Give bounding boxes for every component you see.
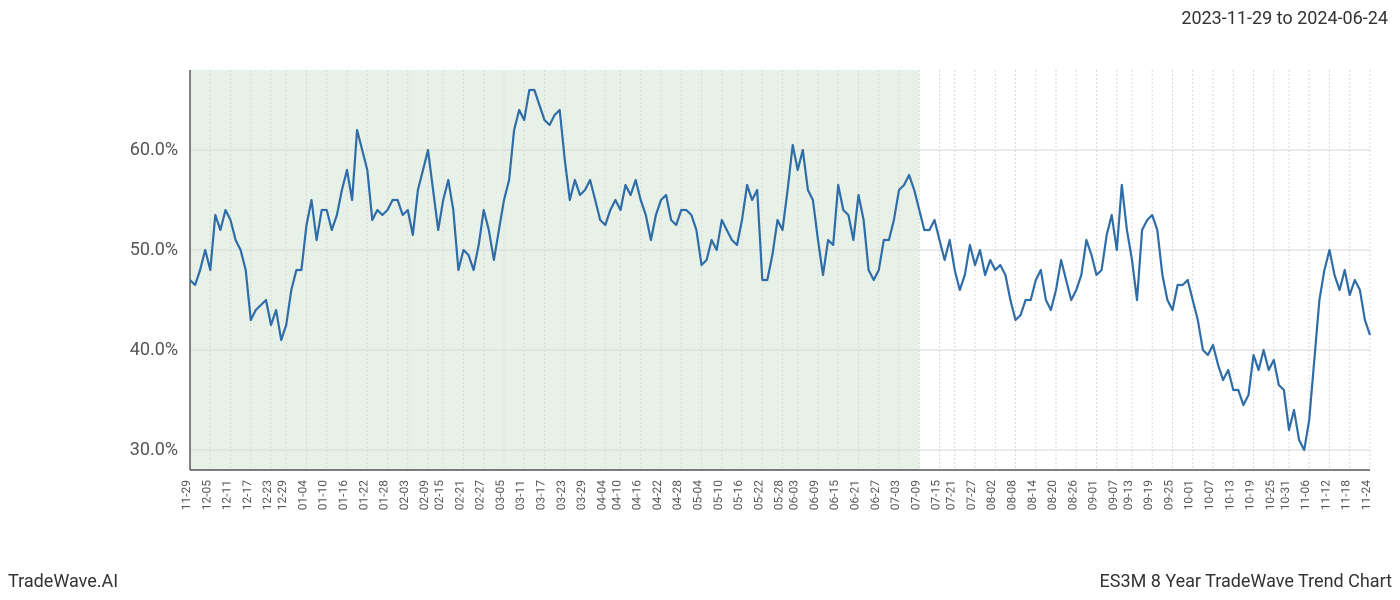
x-tick-label: 01-22 xyxy=(356,480,370,511)
x-tick-label: 11-29 xyxy=(179,480,193,510)
date-range-label: 2023-11-29 to 2024-06-24 xyxy=(1181,8,1388,29)
x-tick-label: 03-23 xyxy=(554,480,568,510)
x-tick-label: 07-03 xyxy=(888,480,902,510)
x-tick-label: 07-21 xyxy=(944,480,958,510)
x-tick-label: 05-16 xyxy=(731,480,745,511)
x-tick-label: 08-26 xyxy=(1065,480,1079,511)
trend-chart: 30.0% 40.0% 50.0% 60.0% 11-29 12-05 12-11 12-17… xyxy=(0,50,1400,560)
x-tick-label: 10-31 xyxy=(1278,480,1292,510)
x-tick-label: 04-16 xyxy=(630,480,644,511)
y-tick-label: 60.0% xyxy=(130,139,178,160)
x-tick-label: 05-22 xyxy=(751,480,765,511)
x-tick-label: 03-05 xyxy=(493,480,507,511)
x-tick-label: 10-13 xyxy=(1222,480,1236,510)
x-tick-label: 09-25 xyxy=(1161,480,1175,511)
x-tick-label: 06-15 xyxy=(827,480,841,511)
x-tick-label: 05-04 xyxy=(691,480,705,511)
x-tick-label: 08-20 xyxy=(1045,480,1059,511)
x-tick-label: 06-03 xyxy=(787,480,801,510)
y-tick-label: 30.0% xyxy=(130,439,178,460)
x-tick-label: 03-17 xyxy=(534,480,548,511)
chart-svg: 30.0% 40.0% 50.0% 60.0% 11-29 12-05 12-11 12-17… xyxy=(0,50,1400,560)
x-tick-label: 01-04 xyxy=(295,480,309,511)
x-tick-label: 09-13 xyxy=(1121,480,1135,510)
x-tick-label: 07-09 xyxy=(908,480,922,510)
x-tick-label: 10-25 xyxy=(1263,480,1277,511)
x-tick-label: 06-21 xyxy=(847,480,861,510)
x-tick-label: 08-14 xyxy=(1025,480,1039,511)
x-tick-label: 05-28 xyxy=(772,480,786,511)
x-tick-label: 11-06 xyxy=(1298,480,1312,511)
x-tick-label: 02-27 xyxy=(473,480,487,511)
x-tick-label: 02-03 xyxy=(397,480,411,510)
x-tick-label: 02-09 xyxy=(417,480,431,510)
x-tick-label: 01-16 xyxy=(336,480,350,511)
x-tick-label: 04-10 xyxy=(609,480,623,511)
x-tick-label: 12-17 xyxy=(240,480,254,511)
y-tick-label: 40.0% xyxy=(130,339,178,360)
x-tick-label: 11-24 xyxy=(1359,480,1373,511)
brand-label: TradeWave.AI xyxy=(8,571,118,592)
x-tick-label: 04-04 xyxy=(594,480,608,511)
x-tick-label: 07-15 xyxy=(929,480,943,511)
x-tick-label: 06-09 xyxy=(807,480,821,510)
x-tick-label: 10-07 xyxy=(1202,480,1216,511)
x-tick-label: 01-10 xyxy=(316,480,330,511)
x-tick-label: 03-29 xyxy=(574,480,588,510)
x-tick-label: 02-15 xyxy=(432,480,446,511)
x-tick-label: 06-27 xyxy=(868,480,882,511)
x-tick-label: 08-08 xyxy=(1004,480,1018,511)
x-tick-label: 12-23 xyxy=(260,480,274,510)
x-tick-label: 12-11 xyxy=(220,480,234,510)
x-tick-label: 10-01 xyxy=(1182,480,1196,510)
x-tick-label: 04-22 xyxy=(650,480,664,511)
x-tick-label: 07-27 xyxy=(964,480,978,511)
x-tick-label: 04-28 xyxy=(670,480,684,511)
x-tick-label: 09-19 xyxy=(1141,480,1155,510)
x-tick-label: 11-12 xyxy=(1318,480,1332,511)
x-tick-label: 09-01 xyxy=(1086,480,1100,510)
x-tick-label: 11-18 xyxy=(1339,480,1353,511)
x-tick-label: 01-28 xyxy=(377,480,391,511)
x-tick-label: 12-05 xyxy=(199,480,213,511)
x-tick-label: 03-11 xyxy=(513,480,527,510)
x-tick-label: 02-21 xyxy=(452,480,466,510)
x-tick-label: 09-07 xyxy=(1106,480,1120,511)
x-tick-label: 05-10 xyxy=(711,480,725,511)
x-tick-label: 08-02 xyxy=(984,480,998,511)
x-tick-label: 12-29 xyxy=(275,480,289,510)
chart-title: ES3M 8 Year TradeWave Trend Chart xyxy=(1100,571,1392,592)
x-tick-label: 10-19 xyxy=(1243,480,1257,510)
y-tick-label: 50.0% xyxy=(130,239,178,260)
